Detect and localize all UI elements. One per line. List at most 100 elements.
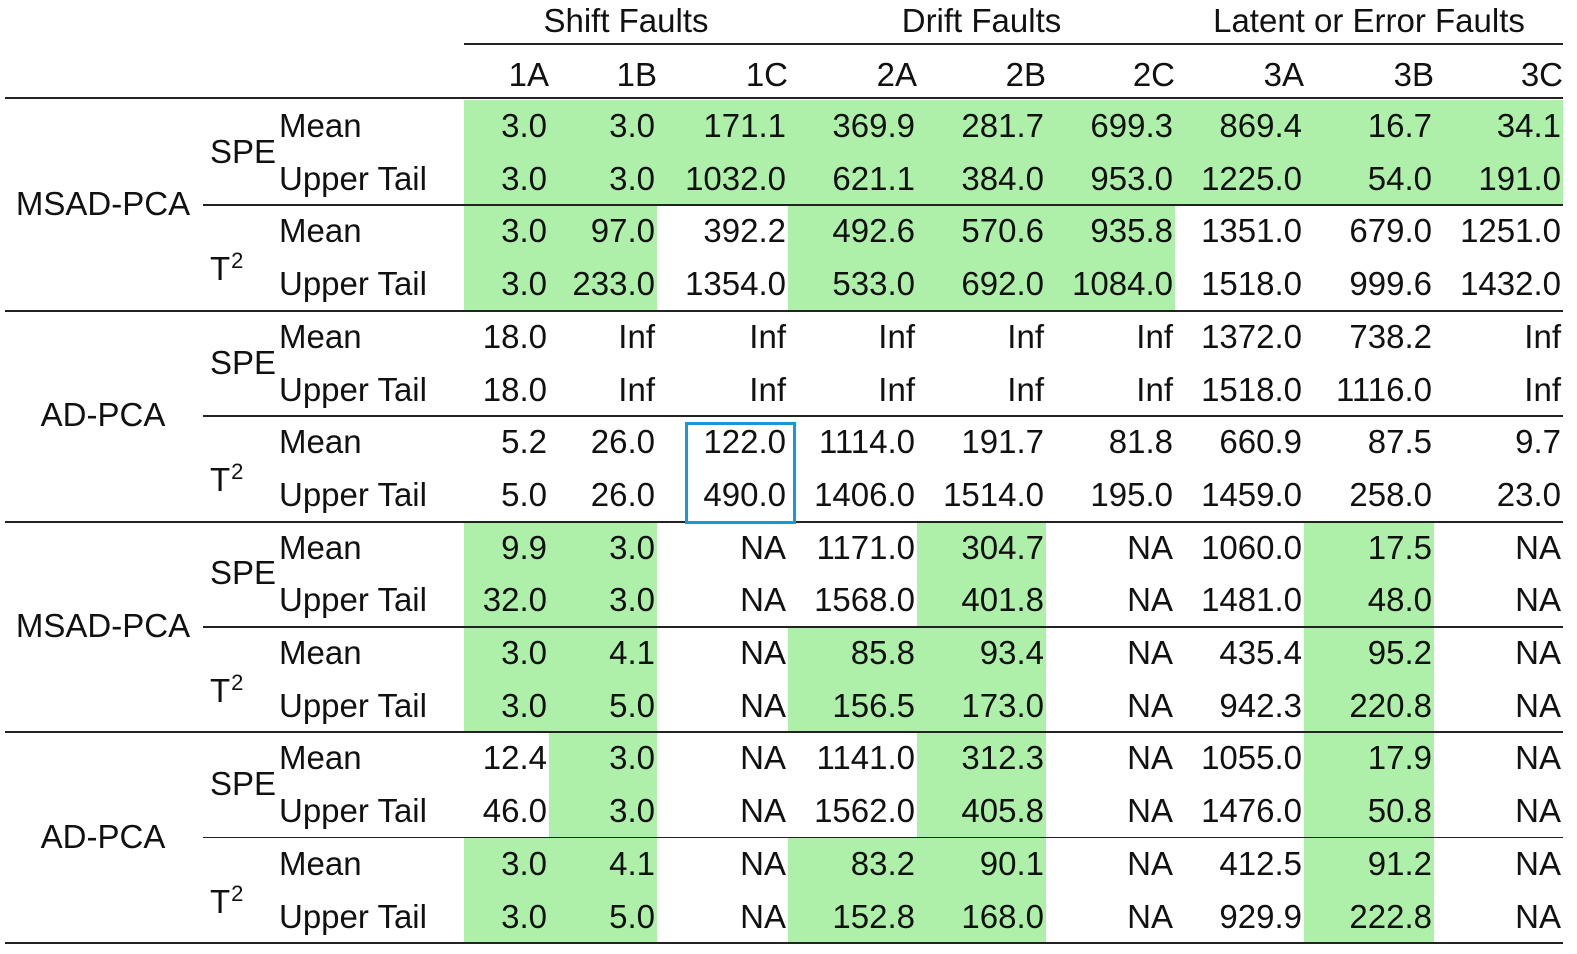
stat-type-text: T bbox=[210, 460, 231, 498]
highlight-cell bbox=[464, 679, 549, 733]
table-cell: 3.0 bbox=[501, 265, 547, 303]
table-cell: 97.0 bbox=[590, 212, 655, 250]
block-rule bbox=[5, 309, 1563, 312]
table-cell: 3.0 bbox=[609, 528, 655, 566]
table-cell: 1225.0 bbox=[1201, 159, 1302, 197]
table-cell: Inf bbox=[749, 370, 786, 408]
stat-type-text: T bbox=[210, 882, 231, 920]
table-cell: NA bbox=[1515, 897, 1561, 935]
table-cell: 1116.0 bbox=[1335, 370, 1432, 408]
table-cell: 1351.0 bbox=[1201, 212, 1302, 250]
table-cell: 953.0 bbox=[1090, 159, 1173, 197]
table-cell: 1476.0 bbox=[1201, 792, 1302, 830]
highlight-cell bbox=[788, 679, 917, 733]
table-cell: 3.0 bbox=[501, 897, 547, 935]
table-cell: 3.0 bbox=[609, 739, 655, 777]
stat-label: Upper Tail bbox=[279, 475, 427, 513]
table-cell: NA bbox=[740, 686, 786, 724]
table-cell: 233.0 bbox=[572, 265, 655, 303]
highlight-cell bbox=[917, 837, 1046, 892]
stat-type-label: SPE bbox=[210, 343, 277, 381]
stat-label: Upper Tail bbox=[279, 897, 427, 935]
table-cell: 220.8 bbox=[1349, 686, 1432, 724]
highlight-cell bbox=[549, 521, 657, 575]
table-cell: Inf bbox=[618, 317, 655, 355]
table-cell: 869.4 bbox=[1219, 107, 1302, 144]
table-cell: NA bbox=[1515, 792, 1561, 830]
table-cell: NA bbox=[1127, 528, 1173, 566]
column-header: 1C bbox=[745, 56, 788, 93]
table-cell: 1060.0 bbox=[1201, 528, 1302, 566]
highlight-cell bbox=[657, 100, 788, 154]
stat-label: Mean bbox=[279, 634, 362, 671]
stat-label: Upper Tail bbox=[279, 792, 427, 830]
table-cell: NA bbox=[1515, 686, 1561, 724]
highlight-cell bbox=[464, 258, 549, 312]
highlight-cell bbox=[1046, 258, 1175, 312]
highlight-cell bbox=[1304, 100, 1434, 154]
highlight-cell bbox=[1434, 100, 1563, 154]
column-header: 3B bbox=[1393, 56, 1434, 93]
stat-label: Upper Tail bbox=[279, 159, 427, 197]
table-cell: 23.0 bbox=[1496, 475, 1561, 513]
block-rule bbox=[5, 731, 1563, 734]
table-cell: 3.0 bbox=[609, 792, 655, 830]
highlight-cell bbox=[657, 152, 788, 206]
table-cell: 26.0 bbox=[590, 475, 655, 513]
stat-label: Upper Tail bbox=[279, 581, 427, 619]
table-cell: 156.5 bbox=[832, 686, 915, 724]
highlight-cell bbox=[464, 100, 549, 154]
table-cell: Inf bbox=[1136, 370, 1173, 408]
table-cell: 660.9 bbox=[1219, 423, 1302, 461]
highlight-cell bbox=[917, 574, 1046, 628]
table-cell: 412.5 bbox=[1219, 844, 1302, 882]
table-cell: 122.0 bbox=[703, 423, 786, 461]
highlight-cell bbox=[464, 627, 549, 681]
table-cell: 3.0 bbox=[501, 159, 547, 197]
stat-type-text: T bbox=[210, 671, 231, 709]
highlight-cell bbox=[917, 258, 1046, 312]
table-cell: NA bbox=[1515, 739, 1561, 777]
table-cell: 570.6 bbox=[961, 212, 1044, 250]
stat-label: Mean bbox=[279, 739, 362, 777]
table-cell: 171.1 bbox=[703, 107, 786, 144]
highlight-cell bbox=[549, 100, 657, 154]
table-cell: 3.0 bbox=[609, 159, 655, 197]
table-cell: Inf bbox=[1007, 317, 1044, 355]
column-header: 2A bbox=[876, 56, 917, 93]
highlight-cell bbox=[1046, 205, 1175, 259]
highlight-cell bbox=[549, 890, 657, 944]
highlight-cell bbox=[788, 837, 917, 892]
table-cell: 18.0 bbox=[482, 370, 547, 408]
table-cell: 1562.0 bbox=[814, 792, 915, 830]
stat-label: Upper Tail bbox=[279, 686, 427, 724]
highlight-cell bbox=[464, 574, 549, 628]
table-cell: 312.3 bbox=[961, 739, 1044, 777]
column-group-header: Latent or Error Faults bbox=[1213, 2, 1525, 39]
table-cell: 392.2 bbox=[703, 212, 786, 250]
table-cell: Inf bbox=[749, 317, 786, 355]
table-cell: 942.3 bbox=[1219, 686, 1302, 724]
table-cell: 935.8 bbox=[1090, 212, 1173, 250]
table-cell: Inf bbox=[1136, 317, 1173, 355]
table-cell: 679.0 bbox=[1349, 212, 1432, 250]
superscript-2: 2 bbox=[231, 669, 244, 695]
table-cell: 26.0 bbox=[590, 423, 655, 461]
table-cell: 3.0 bbox=[609, 107, 655, 144]
table-cell: NA bbox=[1127, 634, 1173, 671]
method-label: MSAD-PCA bbox=[15, 185, 191, 223]
table-cell: 1055.0 bbox=[1201, 739, 1302, 777]
highlight-cell bbox=[917, 732, 1046, 786]
superscript-2: 2 bbox=[231, 880, 244, 906]
table-cell: 3.0 bbox=[609, 581, 655, 619]
table-cell: Inf bbox=[1524, 370, 1561, 408]
highlight-cell bbox=[1304, 732, 1434, 786]
highlight-cell bbox=[917, 521, 1046, 575]
table-cell: 9.7 bbox=[1515, 423, 1561, 461]
highlight-cell bbox=[1304, 574, 1434, 628]
highlight-cell bbox=[1304, 890, 1434, 944]
stat-label: Mean bbox=[279, 528, 362, 566]
highlight-cell bbox=[1304, 521, 1434, 575]
column-header: 2C bbox=[1132, 56, 1175, 93]
table-cell: 492.6 bbox=[832, 212, 915, 250]
